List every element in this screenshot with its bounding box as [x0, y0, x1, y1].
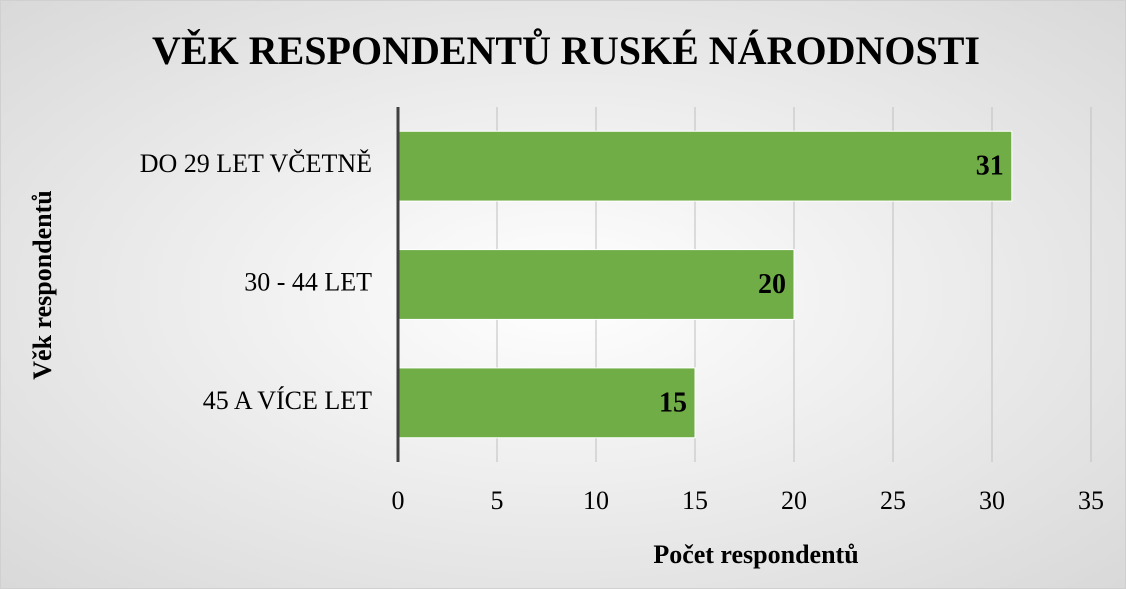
x-tick-label: 15 [682, 486, 708, 515]
bar [397, 367, 696, 439]
x-tick-label: 10 [583, 486, 609, 515]
x-tick-label: 35 [1078, 486, 1104, 515]
x-tick-label: 20 [781, 486, 807, 515]
data-label: 31 [976, 151, 1004, 182]
bar [397, 249, 795, 320]
y-tick-label: DO 29 LET VČETNĚ [140, 149, 372, 178]
y-axis-label: Věk respondentů [28, 190, 57, 380]
chart-title: VĚK RESPONDENTŮ RUSKÉ NÁRODNOSTI [152, 27, 980, 73]
y-tick-label: 30 - 44 LET [244, 267, 372, 296]
bar [397, 130, 1013, 202]
x-tick-label: 30 [979, 486, 1005, 515]
x-tick-label: 0 [392, 486, 405, 515]
y-tick-label: 45 A VÍCE LET [203, 386, 372, 415]
x-axis-label: Počet respondentů [653, 540, 858, 569]
x-tick-label: 25 [880, 486, 906, 515]
x-tick-label: 5 [491, 486, 504, 515]
data-label: 20 [758, 269, 786, 300]
data-label: 15 [659, 387, 687, 418]
